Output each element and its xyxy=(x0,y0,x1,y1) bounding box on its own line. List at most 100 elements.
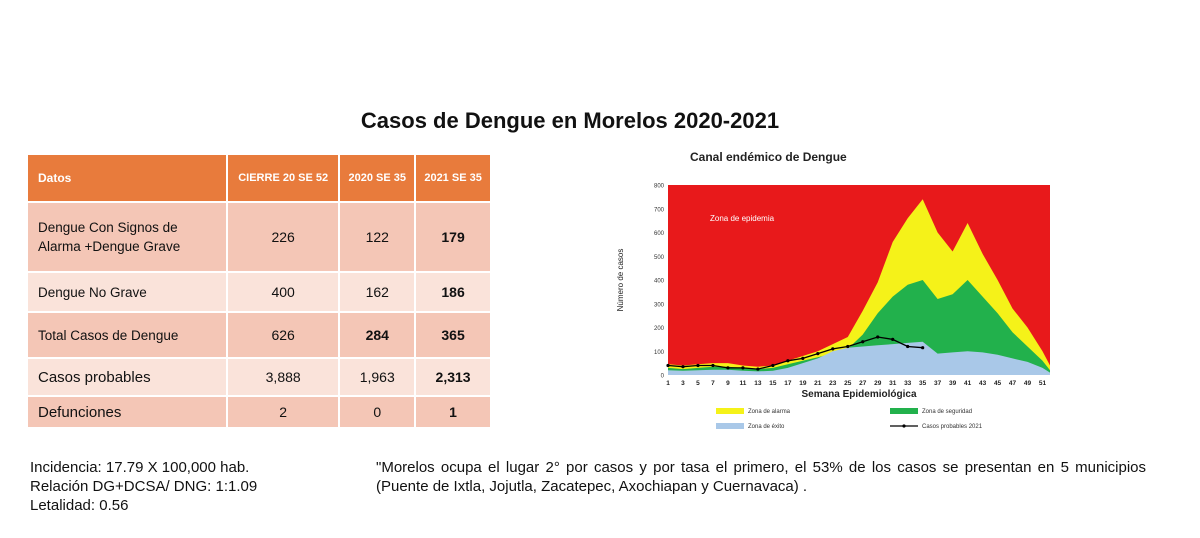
row-label: Defunciones xyxy=(28,397,226,427)
y-axis: 0 100 200 300 400 500 600 700 800 xyxy=(654,184,665,380)
cell-2021: 179 xyxy=(416,203,490,271)
table-row: Dengue No Grave 400 162 186 xyxy=(28,273,490,311)
casos-probables-point xyxy=(921,346,925,350)
legend-label: Zona de alarma xyxy=(748,409,791,415)
casos-probables-point xyxy=(876,335,880,339)
legend-swatch xyxy=(716,408,744,414)
cell-2020: 0 xyxy=(340,397,415,427)
cell-cierre20: 626 xyxy=(228,313,339,357)
header-2021: 2021 SE 35 xyxy=(416,155,490,201)
y-tick-label: 0 xyxy=(661,374,665,380)
casos-probables-point xyxy=(816,352,820,356)
casos-probables-point xyxy=(831,347,835,351)
x-tick-label: 31 xyxy=(889,380,897,387)
x-tick-label: 1 xyxy=(666,380,670,387)
row-label: Dengue No Grave xyxy=(28,273,226,311)
casos-probables-point xyxy=(801,356,805,360)
y-tick-label: 800 xyxy=(654,184,665,190)
y-tick-label: 600 xyxy=(654,231,665,237)
zona-exito-area xyxy=(668,341,1050,375)
endemic-channel-chart: Zona de epidemia 0 100 200 300 400 500 600 700 8… xyxy=(616,184,1050,430)
casos-probables-line xyxy=(667,336,923,370)
cell-2020: 122 xyxy=(340,203,415,271)
zona-epidemia-label: Zona de epidemia xyxy=(710,214,775,223)
x-tick-label: 45 xyxy=(994,380,1002,387)
header-datos: Datos xyxy=(28,155,226,201)
legend-item: Zona de éxito xyxy=(716,423,785,430)
x-tick-label: 25 xyxy=(844,380,852,387)
casos-probables-point xyxy=(696,363,700,368)
x-tick-label: 7 xyxy=(711,380,715,387)
x-axis-label: Semana Epidemiológica xyxy=(801,389,916,400)
casos-probables-points xyxy=(666,335,925,371)
cell-cierre20: 3,888 xyxy=(228,359,339,395)
table-row: Dengue Con Signos de Alarma +Dengue Grav… xyxy=(28,203,490,271)
header-2020: 2020 SE 35 xyxy=(340,155,415,201)
y-tick-label: 500 xyxy=(654,255,665,261)
cell-cierre20: 226 xyxy=(228,203,339,271)
x-tick-label: 35 xyxy=(919,380,927,387)
y-tick-label: 100 xyxy=(654,350,665,356)
table-header-row: Datos CIERRE 20 SE 52 2020 SE 35 2021 SE… xyxy=(28,155,490,201)
cell-2021: 1 xyxy=(416,397,490,427)
casos-probables-point xyxy=(681,365,685,369)
legend-item: Casos probables 2021 xyxy=(890,424,983,430)
x-tick-label: 13 xyxy=(754,380,762,387)
legend-item: Zona de seguridad xyxy=(890,408,972,415)
cell-2021: 365 xyxy=(416,313,490,357)
x-tick-label: 3 xyxy=(681,380,685,387)
cell-2020: 1,963 xyxy=(340,359,415,395)
cell-cierre20: 2 xyxy=(228,397,339,427)
x-tick-label: 19 xyxy=(799,380,807,387)
table-row: Casos probables 3,888 1,963 2,313 xyxy=(28,359,490,395)
table-row: Total Casos de Dengue 626 284 365 xyxy=(28,313,490,357)
casos-probables-point xyxy=(711,363,715,368)
indicators-block: Incidencia: 17.79 X 100,000 hab. Relació… xyxy=(30,458,257,515)
row-label: Dengue Con Signos de Alarma +Dengue Grav… xyxy=(28,203,226,271)
x-tick-label: 41 xyxy=(964,380,972,387)
zona-seguridad-area xyxy=(668,280,1050,375)
incidencia-text: Incidencia: 17.79 X 100,000 hab. xyxy=(30,459,250,476)
casos-probables-point xyxy=(891,337,895,341)
row-label: Casos probables xyxy=(28,359,226,395)
x-tick-label: 47 xyxy=(1009,380,1017,387)
x-tick-label: 5 xyxy=(696,380,700,387)
y-tick-label: 200 xyxy=(654,326,665,332)
legend-item: Zona de alarma xyxy=(716,408,791,415)
dengue-table: Datos CIERRE 20 SE 52 2020 SE 35 2021 SE… xyxy=(26,153,492,429)
legend-label: Casos probables 2021 xyxy=(922,424,983,430)
cell-2021: 186 xyxy=(416,273,490,311)
x-tick-label: 11 xyxy=(739,380,746,387)
x-tick-label: 51 xyxy=(1039,380,1047,387)
casos-probables-point xyxy=(846,344,850,349)
x-tick-label: 29 xyxy=(874,380,882,387)
casos-probables-point xyxy=(771,363,775,368)
y-axis-label: Número de casos xyxy=(616,249,625,312)
x-tick-label: 17 xyxy=(784,380,792,387)
x-tick-label: 9 xyxy=(726,380,730,387)
casos-probables-point xyxy=(741,366,745,370)
y-tick-label: 300 xyxy=(654,302,665,308)
cell-2020: 162 xyxy=(340,273,415,311)
row-label: Total Casos de Dengue xyxy=(28,313,226,357)
letalidad-text: Letalidad: 0.56 xyxy=(30,497,129,514)
ranking-note: "Morelos ocupa el lugar 2° por casos y p… xyxy=(376,459,1146,495)
page-title: Casos de Dengue en Morelos 2020-2021 xyxy=(360,108,780,133)
x-axis: 1 3 5 7 9 11 13 15 17 19 21 23 25 27 29 31 33 35 37 39 41 43 4… xyxy=(666,380,1046,387)
x-tick-label: 23 xyxy=(829,380,837,387)
casos-probables-point xyxy=(786,359,790,363)
x-tick-label: 21 xyxy=(814,380,822,387)
legend-label: Zona de éxito xyxy=(748,424,785,430)
chart-legend: Zona de alarma Zona de seguridad Zona de é… xyxy=(716,408,983,430)
legend-swatch xyxy=(716,423,744,429)
relacion-text: Relación DG+DCSA/ DNG: 1:1.09 xyxy=(30,478,258,495)
legend-label: Zona de seguridad xyxy=(922,409,972,415)
legend-marker xyxy=(902,424,906,428)
x-tick-label: 15 xyxy=(769,380,777,387)
cell-2020: 284 xyxy=(340,313,415,357)
casos-probables-point xyxy=(666,363,670,368)
x-tick-label: 37 xyxy=(934,380,942,387)
cell-2021: 2,313 xyxy=(416,359,490,395)
table-row: Defunciones 2 0 1 xyxy=(28,397,490,427)
legend-swatch xyxy=(890,408,918,414)
